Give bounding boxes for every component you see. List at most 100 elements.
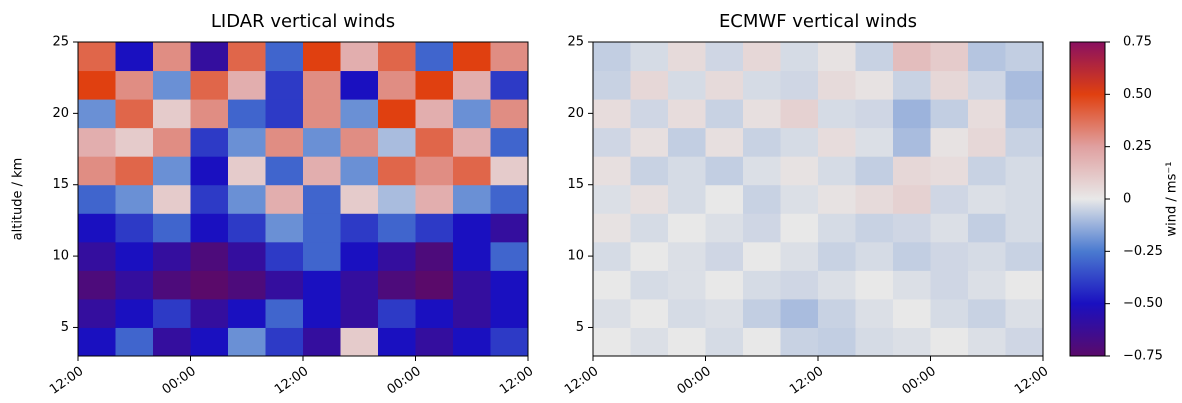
heatmap-cell (593, 156, 631, 186)
heatmap-cell (265, 241, 304, 271)
heatmap-cell (855, 156, 894, 186)
heatmap-cell (415, 298, 454, 328)
heatmap-cell (930, 270, 969, 300)
heatmap-cell (115, 298, 154, 328)
heatmap-cell (228, 99, 266, 129)
heatmap-cell (743, 270, 781, 300)
heatmap-cell (893, 99, 931, 129)
heatmap-cell (453, 327, 491, 357)
heatmap-cell (893, 156, 931, 186)
heatmap-cell (303, 270, 341, 300)
heatmap-cell (818, 184, 856, 214)
heatmap-cell (630, 213, 669, 243)
heatmap-cell (115, 327, 154, 357)
colorbar-tick-label: 0.75 (1123, 35, 1152, 50)
heatmap-cell (228, 70, 266, 100)
heatmap-cell (668, 70, 706, 100)
heatmap-cell (190, 241, 229, 271)
heatmap-cell (415, 241, 454, 271)
heatmap-cell (930, 298, 969, 328)
heatmap-cell (153, 99, 191, 129)
heatmap-cell (340, 184, 379, 214)
heatmap-cell (115, 42, 154, 72)
x-tick-label: 00:00 (160, 364, 199, 398)
heatmap-cell (115, 70, 154, 100)
heatmap-cell (378, 70, 416, 100)
heatmap-cell (968, 42, 1006, 72)
heatmap-cell (378, 184, 416, 214)
y-tick-label: 5 (61, 320, 69, 335)
heatmap-cell (893, 127, 931, 157)
heatmap-cell (190, 99, 229, 129)
heatmap-cell (855, 213, 894, 243)
heatmap-cell (893, 270, 931, 300)
heatmap-cell (115, 99, 154, 129)
heatmap-cell (78, 42, 116, 72)
heatmap-cell (818, 298, 856, 328)
heatmap-cell (893, 241, 931, 271)
colorbar-tick-label: 0 (1123, 192, 1131, 207)
heatmap-cell (780, 298, 819, 328)
heatmap-cell (743, 327, 781, 357)
heatmap-cell (78, 270, 116, 300)
heatmap-cell (630, 156, 669, 186)
heatmap-cell (78, 99, 116, 129)
heatmap-cell (453, 213, 491, 243)
heatmap-cell (818, 99, 856, 129)
heatmap-cell (340, 99, 379, 129)
heatmap-cell (1005, 270, 1044, 300)
heatmap-cell (415, 213, 454, 243)
heatmap-cell (415, 184, 454, 214)
x-tick-label: 00:00 (900, 364, 939, 398)
heatmap-cell (303, 298, 341, 328)
heatmap-cell (265, 156, 304, 186)
heatmap-cell (668, 156, 706, 186)
heatmap-cell (340, 213, 379, 243)
heatmap-cell (490, 70, 529, 100)
heatmap-cell (780, 241, 819, 271)
y-tick-label: 25 (52, 35, 69, 50)
heatmap-cell (855, 298, 894, 328)
heatmap-cell (228, 156, 266, 186)
heatmap-cell (153, 127, 191, 157)
x-tick-label: 12:00 (272, 364, 311, 398)
heatmap-cell (630, 70, 669, 100)
y-axis-label: altitude / km (11, 158, 26, 241)
heatmap-cell (378, 327, 416, 357)
heatmap-cell (893, 70, 931, 100)
heatmap-cell (630, 42, 669, 72)
heatmap-cell (705, 298, 744, 328)
chart-title: ECMWF vertical winds (719, 11, 917, 32)
heatmap-cell (855, 42, 894, 72)
heatmap-cell (593, 327, 631, 357)
heatmap-cell (705, 213, 744, 243)
heatmap-cell (780, 42, 819, 72)
heatmap-cell (415, 42, 454, 72)
heatmap-cell (630, 127, 669, 157)
heatmap-cell (415, 327, 454, 357)
heatmap-cell (968, 241, 1006, 271)
heatmap-cell (1005, 127, 1044, 157)
heatmap-cell (265, 127, 304, 157)
heatmap-cell (893, 213, 931, 243)
heatmap-cell (668, 270, 706, 300)
x-tick-label: 00:00 (385, 364, 424, 398)
heatmap-cell (630, 270, 669, 300)
heatmap-cell (453, 184, 491, 214)
heatmap-cell (490, 270, 529, 300)
heatmap-cell (453, 99, 491, 129)
heatmap-cell (930, 70, 969, 100)
heatmap-cell (415, 127, 454, 157)
heatmap-cell (490, 156, 529, 186)
colorbar-tick-label: −0.50 (1123, 296, 1163, 311)
heatmap-cell (415, 70, 454, 100)
colorbar-label: wind / ms⁻¹ (1165, 162, 1180, 237)
chart-title: LIDAR vertical winds (211, 11, 395, 32)
y-tick-label: 5 (576, 320, 584, 335)
heatmap-cell (415, 270, 454, 300)
heatmap-cell (855, 241, 894, 271)
heatmap-cell (705, 99, 744, 129)
heatmap-cell (303, 127, 341, 157)
heatmap-cell (228, 42, 266, 72)
heatmap-cell (378, 156, 416, 186)
